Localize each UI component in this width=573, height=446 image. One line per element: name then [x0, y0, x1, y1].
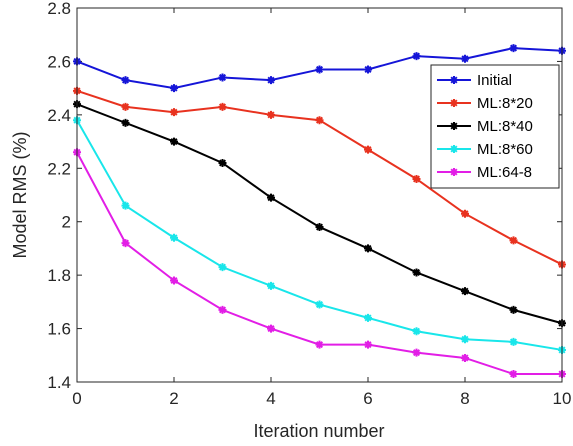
data-point: [218, 73, 227, 82]
legend-marker: [450, 145, 458, 153]
data-point: [267, 281, 275, 290]
legend-item: ML:64-8: [437, 164, 532, 181]
y-tick-label: 2.4: [47, 106, 71, 125]
legend-label: ML:8*20: [477, 95, 533, 112]
legend-item: Initial: [437, 72, 512, 89]
data-point: [170, 84, 178, 93]
plot-frame: [76, 7, 563, 383]
legend: Initial ML:8*20 ML:8*40 ML:8*60 ML:64-8: [430, 64, 560, 189]
data-point: [364, 145, 372, 154]
data-point: [267, 193, 275, 202]
legend-marker: [450, 168, 458, 176]
data-point: [509, 236, 518, 245]
legend-item: ML:8*60: [437, 141, 533, 158]
data-point: [412, 52, 421, 61]
data-point: [315, 65, 324, 74]
x-tick-label: 8: [460, 389, 469, 408]
data-point: [121, 118, 130, 127]
data-point: [218, 305, 227, 314]
x-axis-label: Iteration number: [253, 421, 384, 441]
y-tick-label: 2.2: [47, 159, 71, 178]
plot-area: [77, 8, 562, 382]
legend-item: ML:8*20: [437, 95, 533, 112]
y-tick-label: 1.8: [47, 266, 71, 285]
data-point: [364, 244, 372, 253]
data-point: [412, 268, 421, 277]
data-point: [364, 340, 372, 349]
legend-label: ML:64-8: [477, 164, 532, 181]
data-point: [218, 102, 227, 111]
data-point: [315, 300, 324, 309]
legend-label: ML:8*60: [477, 141, 533, 158]
series-5: [73, 148, 566, 378]
data-point: [509, 44, 518, 53]
x-tick-label: 6: [363, 389, 372, 408]
data-point: [509, 369, 518, 378]
x-tick-label: 2: [169, 389, 178, 408]
data-point: [509, 337, 518, 346]
y-tick-label: 1.4: [47, 373, 71, 392]
y-axis-label: Model RMS (%): [10, 131, 30, 258]
y-tick-label: 1.6: [47, 320, 71, 339]
data-point: [412, 348, 421, 357]
y-tick-label: 2.8: [47, 0, 71, 18]
data-point: [170, 108, 178, 117]
data-point: [315, 223, 324, 232]
data-point: [170, 137, 178, 146]
data-point: [412, 327, 421, 336]
data-point: [218, 158, 227, 167]
data-point: [267, 110, 275, 119]
data-point: [364, 313, 372, 322]
x-tick-label: 10: [553, 389, 572, 408]
legend-label: ML:8*40: [477, 118, 533, 135]
x-tick-label: 0: [72, 389, 81, 408]
legend-label: Initial: [477, 72, 512, 89]
legend-marker: [450, 122, 458, 130]
data-point: [461, 353, 469, 362]
y-tick-label: 2: [62, 213, 71, 232]
data-point: [121, 102, 130, 111]
y-tick-label: 2.6: [47, 52, 71, 71]
data-point: [315, 340, 324, 349]
data-point: [267, 324, 275, 333]
data-point: [170, 276, 178, 285]
data-point: [461, 209, 469, 218]
data-point: [412, 174, 421, 183]
data-point: [364, 65, 372, 74]
legend-item: ML:8*40: [437, 118, 533, 135]
data-point: [121, 201, 130, 210]
data-point: [121, 76, 130, 85]
axis-ticks: 0 2 4 6 8 10 1.4 1.6 1.8 2 2.2 2.4 2.6 2.8: [47, 0, 571, 408]
x-tick-label: 4: [266, 389, 275, 408]
data-point: [121, 239, 130, 248]
data-point: [315, 116, 324, 125]
data-point: [461, 287, 469, 296]
data-point: [461, 54, 469, 63]
data-point: [267, 76, 275, 85]
data-point: [509, 305, 518, 314]
legend-marker: [450, 76, 458, 84]
data-point: [170, 233, 178, 242]
data-point: [218, 263, 227, 272]
data-point: [461, 335, 469, 344]
legend-marker: [450, 99, 458, 107]
